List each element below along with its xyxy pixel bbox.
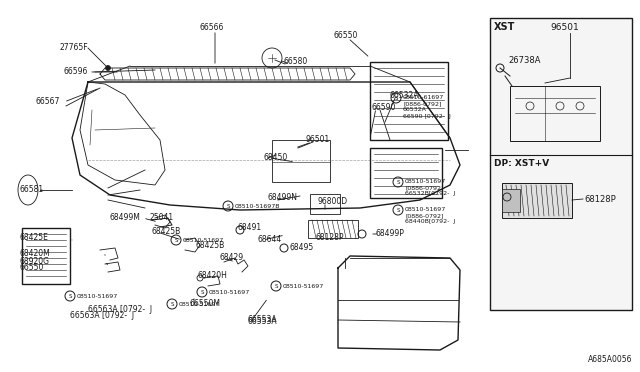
Text: 25041: 25041 bbox=[150, 214, 174, 222]
Text: 08510-51697: 08510-51697 bbox=[179, 301, 220, 307]
Text: 08510-51697: 08510-51697 bbox=[183, 237, 224, 243]
Text: 08510-61697
[0886-0792]
66532A
66590 [0792-  J: 08510-61697 [0886-0792] 66532A 66590 [07… bbox=[403, 95, 451, 119]
Text: S: S bbox=[200, 289, 204, 295]
Text: 68495: 68495 bbox=[290, 244, 314, 253]
Text: 66563A [0792-  J: 66563A [0792- J bbox=[70, 311, 134, 321]
Text: 68491: 68491 bbox=[238, 224, 262, 232]
Circle shape bbox=[106, 65, 111, 71]
Text: 08510-51697: 08510-51697 bbox=[77, 294, 118, 298]
Bar bbox=[502, 189, 520, 212]
Text: 66581: 66581 bbox=[20, 186, 44, 195]
Text: 66532A: 66532A bbox=[390, 92, 419, 100]
Bar bbox=[502, 183, 572, 218]
Text: 66553A: 66553A bbox=[248, 315, 278, 324]
Text: 68425E: 68425E bbox=[20, 234, 49, 243]
Text: S: S bbox=[170, 301, 173, 307]
Text: 27765F: 27765F bbox=[60, 44, 88, 52]
Bar bbox=[272, 140, 330, 182]
Text: XST: XST bbox=[494, 22, 515, 32]
Text: 66596: 66596 bbox=[63, 67, 88, 77]
Text: 68644: 68644 bbox=[258, 235, 282, 244]
Text: 08510-51697
[0886-0792]
68440B[0792-  J: 08510-51697 [0886-0792] 68440B[0792- J bbox=[405, 207, 455, 224]
Bar bbox=[370, 148, 442, 198]
Text: 68499P: 68499P bbox=[376, 230, 405, 238]
Text: 66580: 66580 bbox=[284, 58, 308, 67]
Text: 08510-51697: 08510-51697 bbox=[209, 289, 250, 295]
Text: 68420M: 68420M bbox=[20, 250, 51, 259]
Text: S: S bbox=[394, 96, 397, 100]
Text: 96800D: 96800D bbox=[318, 198, 348, 206]
Text: 96501: 96501 bbox=[550, 23, 579, 32]
Text: S: S bbox=[174, 237, 178, 243]
Text: 08510-51697
[0886-0792]
66532B[0792-  J: 08510-51697 [0886-0792] 66532B[0792- J bbox=[405, 179, 455, 196]
Text: 66553A: 66553A bbox=[248, 317, 278, 327]
Text: 68420H: 68420H bbox=[198, 272, 228, 280]
Bar bbox=[370, 62, 448, 140]
Text: 68128P: 68128P bbox=[316, 234, 344, 243]
Text: S: S bbox=[396, 180, 400, 185]
Bar bbox=[510, 86, 600, 141]
Text: S: S bbox=[227, 203, 230, 208]
Text: DP: XST+V: DP: XST+V bbox=[494, 159, 549, 168]
Text: 08510-51697: 08510-51697 bbox=[283, 283, 324, 289]
Text: 66566: 66566 bbox=[200, 23, 225, 32]
Text: 68128P: 68128P bbox=[584, 195, 616, 203]
Text: 68450: 68450 bbox=[264, 154, 288, 163]
Bar bbox=[22, 228, 70, 284]
Text: 68499N: 68499N bbox=[268, 193, 298, 202]
Text: 68499M: 68499M bbox=[109, 214, 140, 222]
Text: 66550: 66550 bbox=[334, 32, 358, 41]
Text: 68920G: 68920G bbox=[20, 257, 50, 266]
Bar bbox=[310, 194, 340, 214]
Text: 26738A: 26738A bbox=[508, 56, 541, 65]
Text: 68429: 68429 bbox=[220, 253, 244, 263]
Text: 66550: 66550 bbox=[20, 263, 44, 273]
Text: 66563A [0792-  J: 66563A [0792- J bbox=[88, 305, 152, 314]
Text: 08510-51697B: 08510-51697B bbox=[235, 203, 280, 208]
Text: 96501: 96501 bbox=[306, 135, 330, 144]
Text: 68425B: 68425B bbox=[196, 241, 225, 250]
Text: S: S bbox=[68, 294, 72, 298]
Text: 66550M: 66550M bbox=[190, 299, 221, 308]
Text: 66590: 66590 bbox=[372, 103, 396, 112]
Text: 66567: 66567 bbox=[36, 97, 60, 106]
Text: S: S bbox=[396, 208, 400, 212]
Text: 68425B: 68425B bbox=[152, 228, 181, 237]
Bar bbox=[308, 220, 358, 238]
Bar bbox=[490, 18, 632, 310]
Text: A685A0056: A685A0056 bbox=[588, 355, 632, 364]
Text: S: S bbox=[275, 283, 278, 289]
